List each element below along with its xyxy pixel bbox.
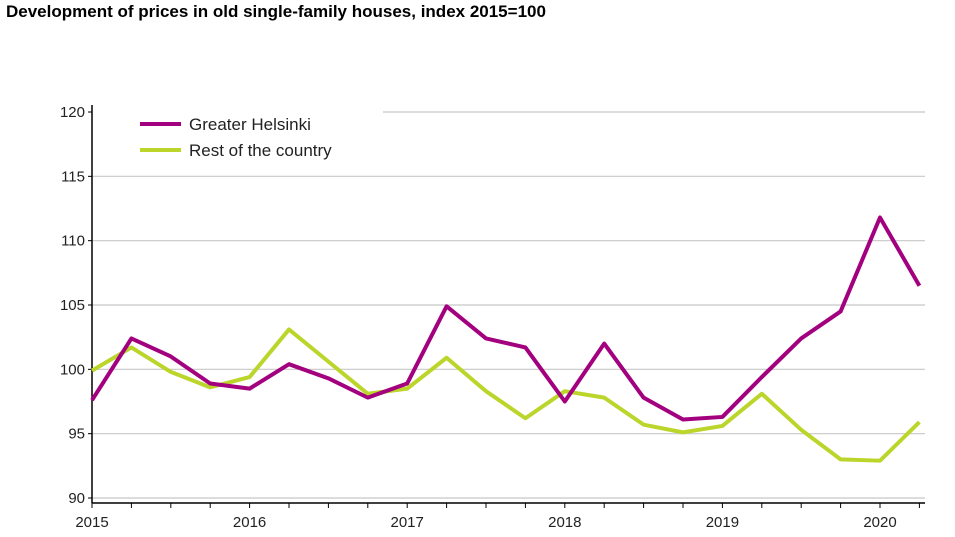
x-tick-label: 2016 bbox=[233, 514, 266, 531]
y-tick-label: 110 bbox=[61, 233, 85, 250]
series-line-greater-helsinki bbox=[90, 215, 922, 422]
chart-title: Development of prices in old single-fami… bbox=[6, 2, 546, 21]
y-tick-label: 105 bbox=[60, 297, 85, 314]
x-tick-label: 2018 bbox=[548, 514, 581, 531]
y-tick-label: 100 bbox=[60, 361, 85, 378]
y-tick-label: 95 bbox=[68, 426, 85, 443]
legend-label: Rest of the country bbox=[189, 141, 332, 160]
y-tick-label: 115 bbox=[61, 168, 85, 185]
y-tick-label: 90 bbox=[68, 490, 85, 507]
legend-label: Greater Helsinki bbox=[189, 115, 311, 134]
series-line-rest-of-the-country bbox=[90, 327, 921, 463]
y-tick-label: 120 bbox=[60, 104, 85, 121]
x-tick-label: 2019 bbox=[706, 514, 739, 531]
x-tick-label: 2017 bbox=[391, 514, 424, 531]
x-tick-label: 2020 bbox=[863, 514, 896, 531]
x-tick-label: 2015 bbox=[75, 514, 108, 531]
